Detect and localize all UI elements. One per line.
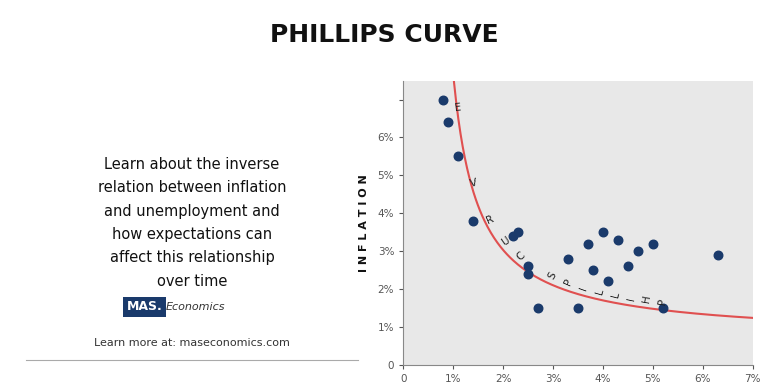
Text: S: S [547, 270, 558, 281]
Point [531, 305, 544, 311]
Text: C: C [515, 250, 527, 263]
Text: P: P [562, 277, 574, 286]
Point [597, 229, 609, 235]
Text: P: P [657, 298, 668, 306]
Point [631, 248, 644, 254]
Text: I: I [626, 296, 637, 301]
Point [582, 240, 594, 247]
Text: PHILLIPS CURVE: PHILLIPS CURVE [270, 23, 498, 46]
Y-axis label: I N F L A T I O N: I N F L A T I O N [359, 174, 369, 271]
Point [647, 240, 659, 247]
Text: Learn more at: maseconomics.com: Learn more at: maseconomics.com [94, 338, 290, 348]
Point [562, 256, 574, 262]
Point [571, 305, 584, 311]
Point [522, 263, 535, 269]
Text: I: I [579, 285, 589, 291]
Text: L: L [610, 290, 621, 298]
Text: E: E [455, 102, 462, 113]
Point [601, 278, 614, 285]
Point [442, 119, 455, 126]
Text: V: V [469, 177, 478, 189]
Point [711, 252, 723, 258]
Text: Economics: Economics [166, 301, 226, 311]
Text: MAS.: MAS. [127, 300, 163, 313]
Text: U: U [499, 235, 511, 248]
Text: R: R [485, 214, 495, 226]
Point [621, 263, 634, 269]
Point [507, 233, 519, 239]
Point [511, 229, 524, 235]
Point [452, 153, 464, 159]
Text: Learn about the inverse
relation between inflation
and unemployment and
how expe: Learn about the inverse relation between… [98, 157, 286, 289]
Text: H: H [641, 294, 653, 303]
Text: L: L [594, 287, 605, 295]
Point [611, 237, 624, 243]
Point [657, 305, 669, 311]
Point [467, 218, 479, 224]
Point [587, 267, 599, 273]
Point [522, 271, 535, 277]
Point [437, 96, 449, 103]
